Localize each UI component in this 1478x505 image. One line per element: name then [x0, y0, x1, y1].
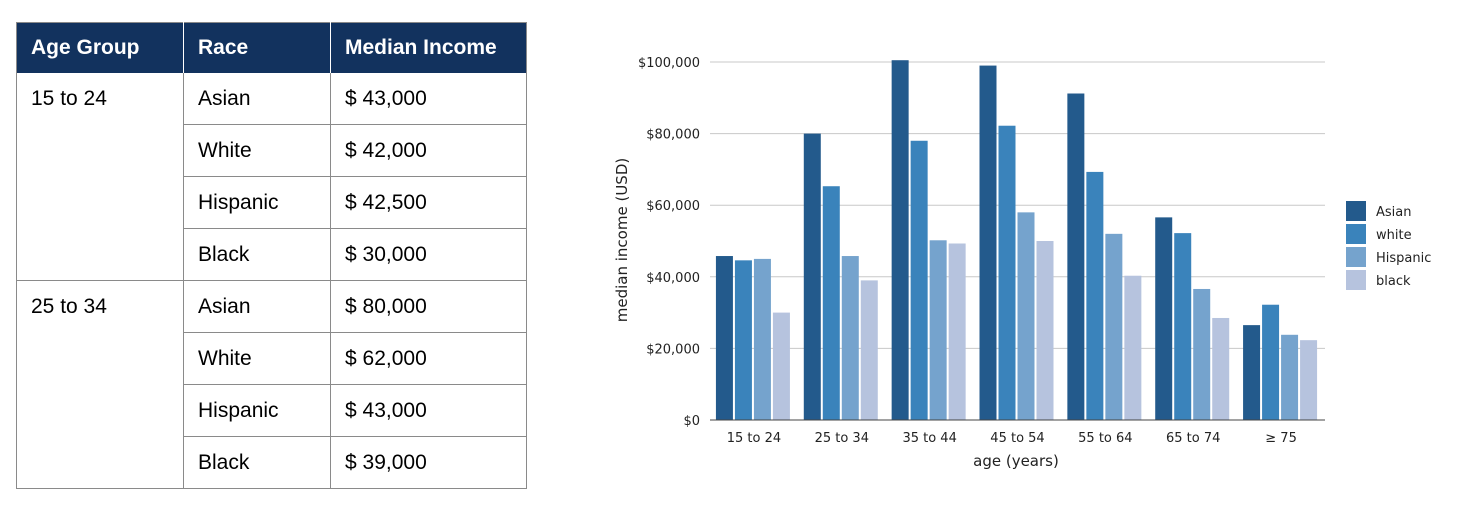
table-header-row: Age Group Race Median Income: [16, 22, 527, 73]
bars: [715, 60, 1318, 421]
x-tick-label: 25 to 34: [815, 431, 869, 446]
age-group-cell: [16, 332, 184, 385]
bar-white: [1174, 233, 1192, 420]
header-age-group: Age Group: [16, 22, 184, 73]
x-tick-label: 65 to 74: [1166, 431, 1220, 446]
bar-white: [734, 260, 752, 420]
bar-black: [772, 312, 790, 420]
legend-swatch-hispanic: [1346, 247, 1366, 267]
y-tick-label: $40,000: [646, 271, 700, 286]
x-tick-label: 55 to 64: [1078, 431, 1132, 446]
race-cell: Asian: [183, 73, 331, 125]
income-cell: $ 39,000: [330, 436, 527, 489]
income-cell: $ 42,000: [330, 124, 527, 177]
race-cell: Black: [183, 228, 331, 281]
legend-label-white: white: [1376, 228, 1412, 243]
bar-hispanic: [1017, 212, 1035, 420]
y-tick-label: $0: [683, 414, 700, 429]
axes: $0 $20,000 $40,000 $60,000 $80,000 $100,000 15…: [638, 56, 1325, 446]
bar-asian: [891, 60, 909, 421]
bar-asian: [1155, 217, 1173, 420]
table-row: Hispanic $ 42,500: [16, 176, 527, 229]
y-tick-label: $20,000: [646, 342, 700, 357]
bar-black: [860, 280, 878, 420]
bar-asian: [1067, 93, 1085, 420]
bar-white: [1262, 304, 1280, 420]
age-group-cell: [16, 436, 184, 489]
legend-swatch-white: [1346, 224, 1366, 244]
table-row: Black $ 39,000: [16, 436, 527, 489]
header-median-income: Median Income: [330, 22, 527, 73]
y-tick-label: $60,000: [646, 199, 700, 214]
table-row: Hispanic $ 43,000: [16, 384, 527, 437]
age-group-cell: [16, 228, 184, 281]
table-row: Black $ 30,000: [16, 228, 527, 281]
legend-swatch-black: [1346, 270, 1366, 290]
age-group-cell: [16, 384, 184, 437]
bar-white: [910, 140, 928, 420]
age-group-cell: 25 to 34: [16, 280, 184, 333]
bar-black: [1124, 275, 1142, 420]
age-group-cell: 15 to 24: [16, 73, 184, 125]
bar-hispanic: [929, 240, 947, 420]
bar-asian: [715, 256, 733, 420]
income-cell: $ 30,000: [330, 228, 527, 281]
income-cell: $ 42,500: [330, 176, 527, 229]
legend-label-hispanic: Hispanic: [1376, 251, 1431, 266]
table-row: White $ 62,000: [16, 332, 527, 385]
bar-hispanic: [1281, 334, 1299, 420]
race-cell: Hispanic: [183, 176, 331, 229]
bar-asian: [979, 65, 997, 420]
income-cell: $ 80,000: [330, 280, 527, 333]
age-group-cell: [16, 176, 184, 229]
x-tick-label: 35 to 44: [902, 431, 956, 446]
table-row: White $ 42,000: [16, 124, 527, 177]
bar-white: [822, 186, 840, 420]
race-cell: White: [183, 332, 331, 385]
race-cell: White: [183, 124, 331, 177]
income-bar-chart: $0 $20,000 $40,000 $60,000 $80,000 $100,000 15…: [613, 56, 1431, 470]
bar-hispanic: [841, 256, 859, 420]
income-cell: $ 43,000: [330, 73, 527, 125]
header-race: Race: [183, 22, 331, 73]
race-cell: Hispanic: [183, 384, 331, 437]
bar-white: [998, 125, 1016, 420]
income-cell: $ 62,000: [330, 332, 527, 385]
x-tick-label: ≥ 75: [1265, 431, 1297, 446]
bar-black: [1212, 317, 1230, 420]
race-cell: Black: [183, 436, 331, 489]
y-tick-label: $80,000: [646, 128, 700, 143]
bar-asian: [1243, 325, 1261, 420]
bar-hispanic: [1105, 233, 1123, 420]
legend-label-black: black: [1376, 274, 1411, 289]
legend: Asian white Hispanic black: [1346, 201, 1431, 290]
income-table: Age Group Race Median Income 15 to 24 As…: [16, 22, 527, 489]
bar-asian: [803, 133, 821, 420]
bar-black: [1300, 340, 1318, 420]
bar-hispanic: [753, 258, 771, 420]
income-cell: $ 43,000: [330, 384, 527, 437]
bar-white: [1086, 171, 1104, 420]
bar-black: [948, 243, 966, 420]
x-tick-label: 45 to 54: [990, 431, 1044, 446]
x-tick-label: 15 to 24: [727, 431, 781, 446]
age-group-cell: [16, 124, 184, 177]
bar-black: [1036, 241, 1054, 420]
x-axis-label: age (years): [973, 452, 1059, 470]
legend-swatch-asian: [1346, 201, 1366, 221]
race-cell: Asian: [183, 280, 331, 333]
y-tick-label: $100,000: [638, 56, 700, 71]
table-row: 25 to 34 Asian $ 80,000: [16, 280, 527, 333]
table-row: 15 to 24 Asian $ 43,000: [16, 73, 527, 125]
bar-hispanic: [1193, 288, 1211, 420]
y-axis-label: median income (USD): [613, 158, 631, 322]
legend-label-asian: Asian: [1376, 205, 1411, 220]
